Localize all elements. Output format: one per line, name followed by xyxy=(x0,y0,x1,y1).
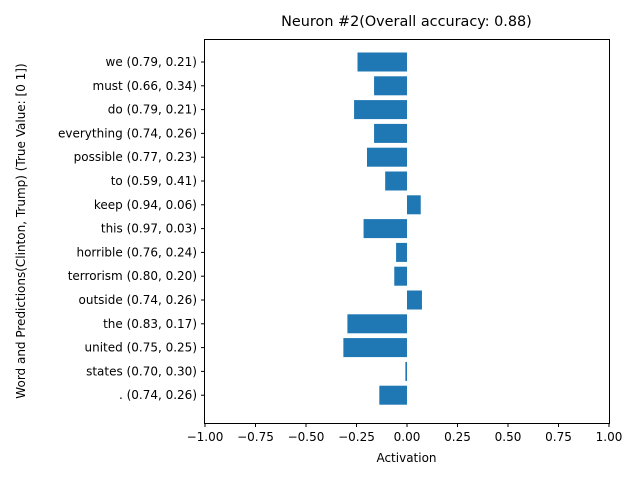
plot-frame xyxy=(204,39,610,424)
bars-group xyxy=(343,52,422,405)
x-tick-label: −0.50 xyxy=(288,430,325,444)
bar xyxy=(405,361,407,381)
x-tick-label: 0.25 xyxy=(444,430,471,444)
x-ticks-group: −1.00 −0.75 −0.50 −0.25 0.00 0.25 0.50 0.75 1.00 xyxy=(187,423,623,444)
x-tick-label: 0.50 xyxy=(495,430,522,444)
x-tick-label: −1.00 xyxy=(187,430,224,444)
y-tick-label: terrorism (0.80, 0.20) xyxy=(68,269,197,283)
y-tick-label: do (0.79, 0.21) xyxy=(108,103,197,117)
bar xyxy=(407,195,421,215)
y-tick-label: everything (0.74, 0.26) xyxy=(58,126,197,140)
x-axis-label: Activation xyxy=(376,451,436,465)
y-tick-label: this (0.97, 0.03) xyxy=(101,222,197,236)
chart-title: Neuron #2(Overall accuracy: 0.88) xyxy=(281,14,532,30)
bar xyxy=(379,385,407,405)
bar xyxy=(363,219,407,239)
y-tick-label: horrible (0.76, 0.24) xyxy=(76,245,197,259)
y-tick-label: . (0.74, 0.26) xyxy=(119,388,197,402)
y-tick-label: outside (0.74, 0.26) xyxy=(79,293,197,307)
x-tick-label: 0.00 xyxy=(394,430,421,444)
bar xyxy=(374,76,407,96)
bar xyxy=(385,171,407,191)
y-tick-label: possible (0.77, 0.23) xyxy=(74,150,197,164)
y-tick-label: united (0.75, 0.25) xyxy=(85,341,198,355)
bar xyxy=(354,100,407,120)
x-tick-label: −0.25 xyxy=(338,430,375,444)
bar xyxy=(374,123,407,143)
bar xyxy=(343,338,407,358)
bar xyxy=(407,290,422,310)
bar xyxy=(347,314,407,334)
y-ticks-group: we (0.79, 0.21) must (0.66, 0.34) do (0.79… xyxy=(58,55,205,402)
y-tick-label: keep (0.94, 0.06) xyxy=(94,198,197,212)
x-tick-label: 0.75 xyxy=(545,430,572,444)
x-tick-label: 1.00 xyxy=(596,430,623,444)
x-tick-label: −0.75 xyxy=(237,430,274,444)
y-tick-label: to (0.59, 0.41) xyxy=(111,174,197,188)
bar xyxy=(357,52,407,72)
y-tick-label: we (0.79, 0.21) xyxy=(106,55,197,69)
y-axis-label: Word and Predictions(Clinton, Trump) (Tr… xyxy=(14,63,28,398)
bar xyxy=(396,242,407,262)
y-tick-label: the (0.83, 0.17) xyxy=(103,317,197,331)
bar xyxy=(367,147,407,167)
y-tick-label: states (0.70, 0.30) xyxy=(86,364,197,378)
y-tick-label: must (0.66, 0.34) xyxy=(93,79,198,93)
bar xyxy=(394,266,407,286)
